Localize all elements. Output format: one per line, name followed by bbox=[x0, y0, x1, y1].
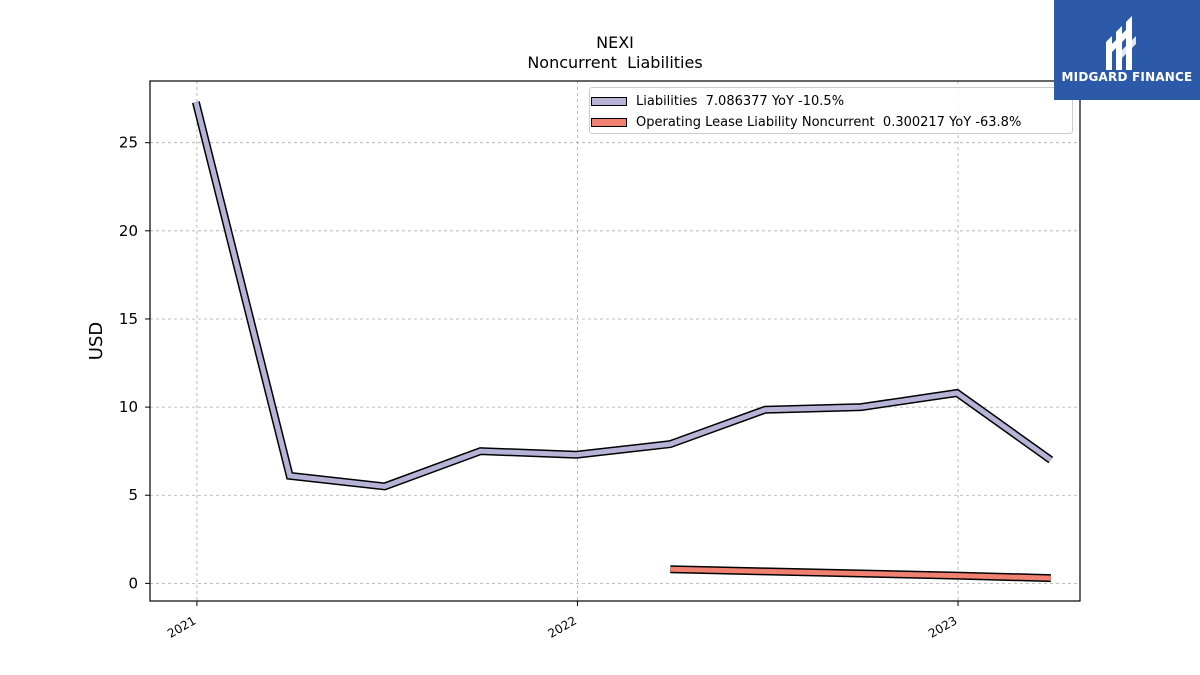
legend-label-liabilities: Liabilities 7.086377 YoY -10.5% bbox=[636, 93, 845, 109]
y-axis-label: USD bbox=[86, 322, 107, 360]
logo-text: MIDGARD FINANCE bbox=[1061, 70, 1193, 84]
series-line-1 bbox=[670, 566, 1051, 581]
y-tick-label: 0 bbox=[128, 574, 138, 592]
y-tick-label: 10 bbox=[119, 398, 138, 416]
x-tick-label: 2023 bbox=[926, 613, 959, 640]
series-line-0 bbox=[193, 101, 1053, 489]
x-tick-label: 2021 bbox=[165, 613, 198, 640]
legend-entry-operating-lease: Operating Lease Liability Noncurrent 0.3… bbox=[590, 112, 1021, 132]
grid-lines bbox=[150, 81, 1080, 601]
y-tick-label: 25 bbox=[119, 134, 138, 152]
x-axis: 2021 2022 2023 bbox=[165, 601, 960, 641]
y-axis: 0 5 10 15 20 25 bbox=[119, 134, 150, 592]
plot-frame bbox=[149, 80, 1081, 602]
legend: Liabilities 7.086377 YoY -10.5% Operatin… bbox=[589, 87, 1073, 134]
legend-entry-liabilities: Liabilities 7.086377 YoY -10.5% bbox=[590, 91, 844, 111]
y-tick-label: 5 bbox=[128, 486, 138, 504]
legend-label-operating-lease: Operating Lease Liability Noncurrent 0.3… bbox=[636, 114, 1022, 130]
chart-title: NEXI bbox=[596, 33, 634, 52]
legend-swatch-liabilities bbox=[591, 96, 627, 106]
x-tick-label: 2022 bbox=[546, 613, 579, 640]
series-line-outline-0 bbox=[191, 101, 1054, 491]
y-tick-label: 15 bbox=[119, 310, 138, 328]
chart-subtitle: Noncurrent Liabilities bbox=[527, 53, 702, 72]
series-lines bbox=[191, 101, 1054, 583]
legend-swatch-operating-lease bbox=[591, 117, 627, 127]
logo-mark-icon bbox=[1106, 16, 1136, 70]
y-tick-label: 20 bbox=[119, 222, 138, 240]
midgard-finance-logo: MIDGARD FINANCE bbox=[1054, 0, 1200, 100]
